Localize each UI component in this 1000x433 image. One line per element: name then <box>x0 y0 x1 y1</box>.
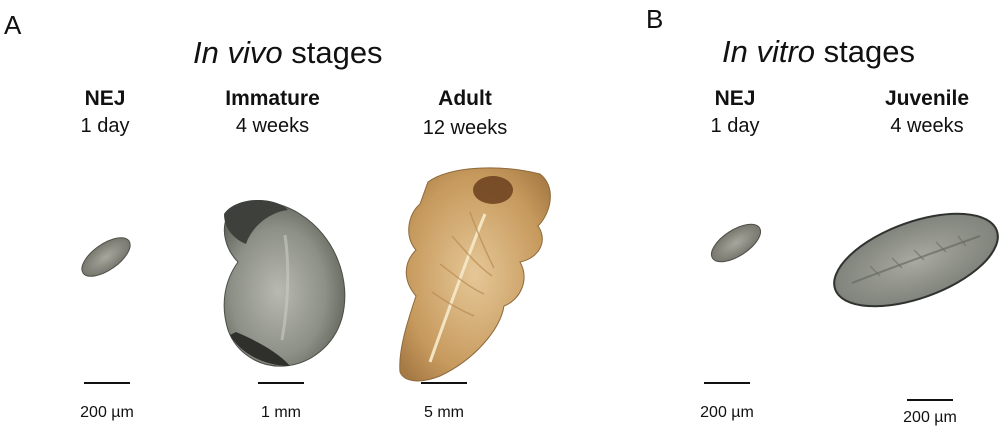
scale-bar-immature <box>258 382 304 384</box>
panel-a-title-italic: In vivo <box>193 35 283 70</box>
scale-label-nej-in-vitro: 200 µm <box>700 404 754 421</box>
panel-a-title-rest: stages <box>282 35 383 70</box>
stage-age-nej-in-vivo: 1 day <box>80 115 130 137</box>
specimen-immature <box>223 199 346 367</box>
panel-b-title-italic: In vitro <box>722 34 816 69</box>
stage-name-adult: Adult <box>438 87 492 110</box>
stage-name-nej-in-vitro: NEJ <box>714 87 756 110</box>
scale-bar-juvenile <box>907 399 953 401</box>
scale-label-juvenile: 200 µm <box>903 409 957 426</box>
stage-age-adult: 12 weeks <box>422 117 508 139</box>
stage-age-juvenile: 4 weeks <box>890 115 964 137</box>
scale-bar-nej-in-vitro <box>704 382 750 384</box>
panel-b-title-rest: stages <box>815 34 915 69</box>
panel-a-title: In vivo stages <box>193 37 383 68</box>
stage-age-immature: 4 weeks <box>235 115 310 137</box>
scale-bar-adult <box>421 382 467 384</box>
scale-label-adult: 5 mm <box>424 404 464 421</box>
stage-name-nej-in-vivo: NEJ <box>84 87 126 110</box>
specimen-adult <box>399 167 551 382</box>
panel-letter-a: A <box>4 10 22 40</box>
stage-name-immature: Immature <box>225 87 320 110</box>
scale-label-immature: 1 mm <box>261 404 301 421</box>
stage-name-juvenile: Juvenile <box>884 87 970 110</box>
specimen-nej-in-vitro <box>710 223 762 263</box>
scale-bar-nej-in-vivo <box>84 382 130 384</box>
stage-age-nej-in-vitro: 1 day <box>710 115 760 137</box>
specimen-juvenile <box>833 212 999 308</box>
panel-letter-b: B <box>646 4 664 34</box>
panel-b-title: In vitro stages <box>722 36 915 67</box>
specimen-nej-in-vivo <box>81 237 131 277</box>
scale-label-nej-in-vivo: 200 µm <box>80 404 134 421</box>
